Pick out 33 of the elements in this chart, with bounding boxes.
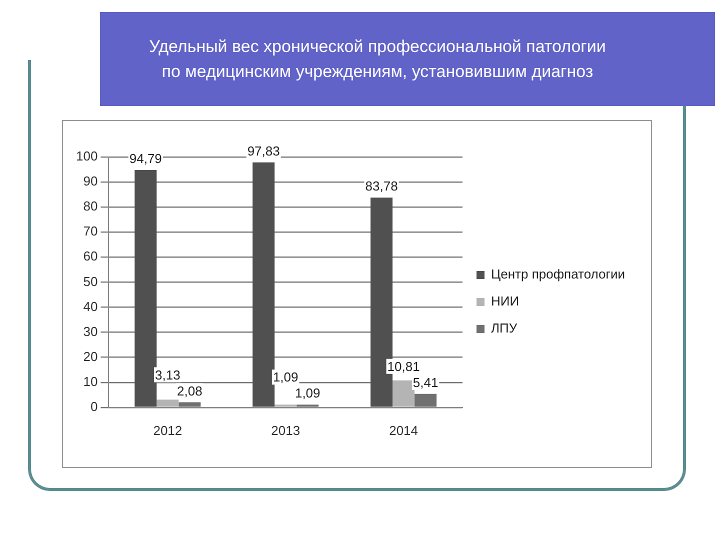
y-tick-label: 60 (83, 248, 98, 264)
legend-label: ЛПУ (491, 320, 518, 336)
legend-label: Центр профпатологии (491, 266, 626, 282)
data-label: 1,09 (272, 370, 298, 385)
data-label: 1,09 (294, 386, 320, 401)
data-label: 2,08 (177, 383, 202, 398)
y-tick-label: 30 (83, 324, 98, 339)
bar (392, 380, 415, 407)
chart-title: Удельный вес хронической профессиональной патологии по медицинским учреждениям, установившим диагноз (148, 36, 607, 83)
bar (414, 394, 437, 407)
x-tick-label: 2012 (153, 422, 182, 438)
data-label: 97,83 (247, 144, 280, 159)
y-tick-label: 50 (83, 274, 98, 289)
bar (178, 402, 201, 407)
x-tick-label: 2013 (271, 422, 300, 438)
x-tick-label: 2014 (389, 422, 418, 438)
bar (134, 170, 157, 407)
y-tick-label: 20 (83, 348, 98, 364)
y-tick-label: 10 (83, 374, 98, 389)
data-label: 3,13 (155, 367, 180, 382)
y-tick-label: 80 (83, 198, 98, 214)
y-tick-label: 0 (90, 398, 98, 414)
legend-label: НИИ (491, 294, 520, 309)
data-label: 10,81 (387, 358, 420, 374)
data-label: 94,79 (129, 151, 162, 166)
data-label: 5,41 (412, 374, 438, 390)
y-tick-label: 100 (76, 148, 98, 164)
data-label: 83,78 (365, 178, 398, 194)
bar (156, 400, 179, 407)
y-tick-label: 90 (83, 174, 98, 189)
y-tick-label: 70 (83, 224, 98, 239)
bar (252, 162, 275, 407)
y-tick-label: 40 (83, 298, 98, 314)
